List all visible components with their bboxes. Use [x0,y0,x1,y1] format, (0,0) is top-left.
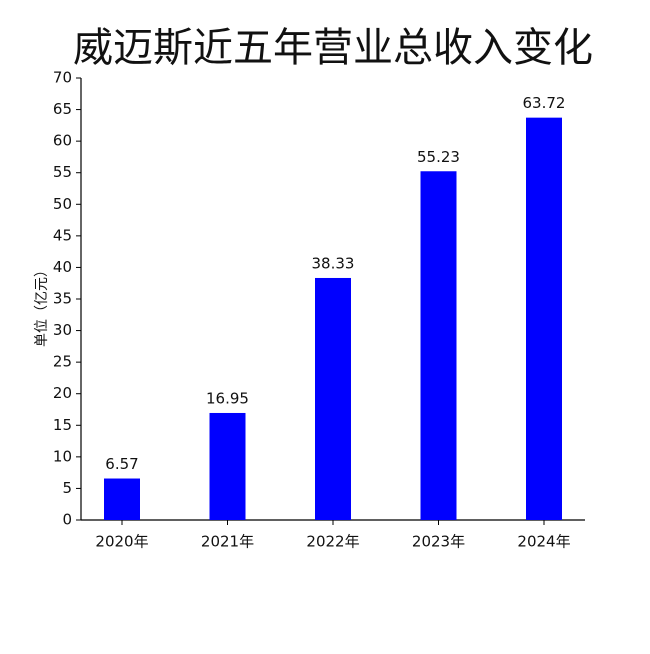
y-tick-label: 5 [62,479,72,497]
x-tick-label: 2023年 [412,533,465,551]
value-label: 38.33 [312,254,355,272]
y-tick-label: 70 [53,69,72,87]
value-label: 16.95 [206,389,249,407]
y-tick-label: 55 [53,163,72,181]
value-label: 55.23 [417,148,460,166]
y-tick-label: 10 [53,447,72,465]
x-tick-label: 2021年 [201,533,254,551]
y-tick-label: 15 [53,416,72,434]
y-tick-label: 20 [53,384,72,402]
y-tick-label: 25 [53,353,72,371]
bar [209,412,246,520]
y-tick-label: 40 [53,258,72,276]
y-tick-label: 50 [53,195,72,213]
x-tick-label: 2022年 [306,533,359,551]
x-tick-label: 2024年 [517,533,570,551]
y-tick-label: 45 [53,226,72,244]
y-axis-label: 单位（亿元） [34,263,50,347]
bar [420,171,457,520]
y-tick-label: 60 [53,132,72,150]
chart-title: 威迈斯近五年营业总收入变化 [73,25,593,71]
y-tick-label: 65 [53,100,72,118]
y-tick-label: 0 [62,511,72,529]
value-label: 6.57 [105,455,138,473]
bar [526,117,562,520]
y-tick-label: 35 [53,290,72,308]
bar [315,277,351,520]
y-tick-label: 30 [53,321,72,339]
x-tick-label: 2020年 [95,533,148,551]
value-label: 63.72 [523,94,566,112]
bar [104,478,140,520]
